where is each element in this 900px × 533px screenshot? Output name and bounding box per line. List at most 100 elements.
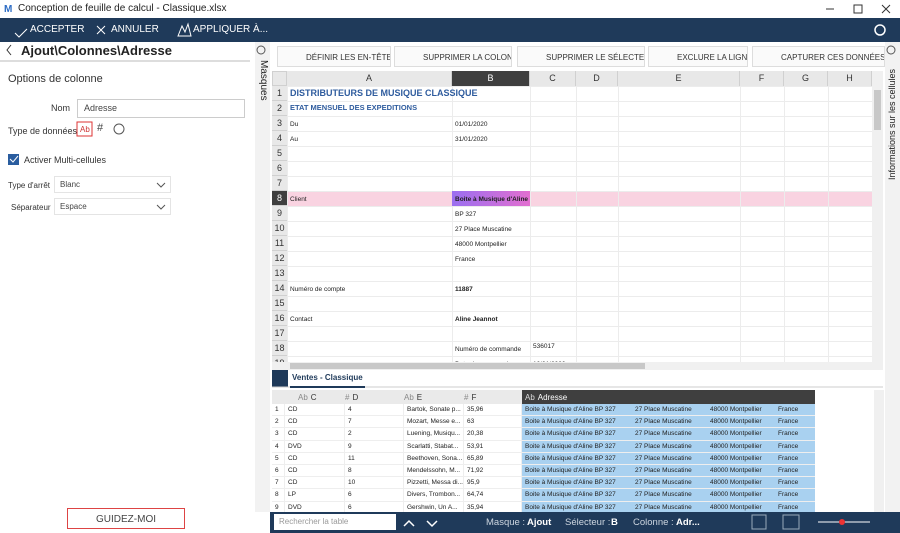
table-header[interactable]: # D [345,390,404,404]
grid-vthumb[interactable] [874,90,881,130]
sheet-tool-button[interactable]: SUPPRIMER LA COLONNE [394,46,512,67]
info-tab[interactable]: Informations sur les cellules [887,68,897,180]
cell-border [784,221,829,237]
nav-arrows[interactable] [403,519,438,528]
cell-border [287,116,453,132]
row-header[interactable]: 15 [272,296,287,311]
row-header[interactable]: 14 [272,281,287,296]
column-header[interactable]: C [530,71,576,86]
table-cell: 27 Place Muscatine [632,416,707,429]
row-header[interactable]: 8 [272,191,287,206]
column-header[interactable]: H [828,71,872,86]
excel-icon[interactable] [751,514,767,530]
sheet-tool-button[interactable]: CAPTURER CES DONNÉES SOUS [752,46,885,67]
cell-border [618,236,741,252]
column-header[interactable]: D [576,71,618,86]
table-cell: 48000 Montpellier [707,416,775,429]
guide-button[interactable]: GUIDEZ-MOI [67,508,185,529]
settings-icon[interactable] [874,24,886,36]
name-label: Nom [51,103,71,113]
row-header[interactable]: 17 [272,326,287,341]
toolbar-button[interactable]: ANNULER [111,24,159,35]
toolbar-button[interactable]: APPLIQUER À... [193,24,269,35]
cell-border [576,341,619,357]
table-cell: 53,91 [464,440,522,453]
row-header[interactable]: 12 [272,251,287,266]
back-arrow[interactable] [6,44,12,56]
row-header[interactable]: 5 [272,146,287,161]
table-cell: France [775,416,815,429]
cell-border [530,221,577,237]
type-text[interactable]: Ab [80,125,90,134]
row-header[interactable]: 16 [272,311,287,326]
table-header[interactable]: # F [464,390,522,404]
table-vscroll[interactable] [874,390,884,512]
close[interactable] [881,4,891,14]
sheet-tool-button[interactable]: EXCLURE LA LIGNE [648,46,748,67]
checkbox[interactable] [8,154,19,165]
row-header[interactable]: 2 [272,101,287,116]
cell-border [784,131,829,147]
table-cell: 4 [345,404,404,417]
row-header[interactable]: 11 [272,236,287,251]
table-cell: 27 Place Muscatine [632,440,707,453]
column-header[interactable]: A [287,71,452,86]
zoom-thumb[interactable] [839,519,845,525]
fit-icon[interactable] [782,514,800,530]
grid-hthumb[interactable] [290,363,645,369]
table-cell: 1 [272,404,285,417]
row-header[interactable]: 10 [272,221,287,236]
grid-vscroll[interactable] [872,71,883,362]
stop-select[interactable]: Blanc [54,176,171,193]
row-header[interactable]: 19 [272,356,287,362]
table-header[interactable]: Ab C [285,390,345,404]
cell-border [828,251,872,267]
row-header[interactable]: 1 [272,86,287,101]
selected-cell[interactable] [452,191,530,206]
row-header[interactable]: 18 [272,341,287,356]
column-header[interactable]: G [784,71,828,86]
masks-toggle[interactable] [256,45,266,55]
type-date-icon[interactable] [113,123,125,135]
table-header[interactable]: Ab E [404,390,464,404]
row-header[interactable]: 7 [272,176,287,191]
toolbar-button[interactable]: ACCEPTER [30,24,85,35]
row-header[interactable]: 13 [272,266,287,281]
masks-tab[interactable]: Masques [258,60,269,101]
cell-border [740,356,785,362]
sheet-tool-button[interactable]: SUPPRIMER LE SÉLECTEUR [517,46,645,67]
status-selector-label: Sélecteur : [565,517,611,528]
cell-border [784,266,829,282]
table-cell: 6 [345,501,404,512]
row-header[interactable]: 9 [272,206,287,221]
sheet-tool-button[interactable]: DÉFINIR LES EN-TÊTES [277,46,391,67]
cell-text: 48000 Montpellier [455,241,507,248]
cell-border [287,161,453,177]
type-box[interactable] [76,121,93,137]
cell-border [576,296,619,312]
cell-border [576,131,619,147]
info-toggle[interactable] [886,45,896,55]
row-header[interactable]: 6 [272,161,287,176]
masks-strip[interactable] [255,42,270,512]
status-column-value: Adr... [676,517,700,528]
maximize[interactable] [853,4,863,14]
accept-icon [14,28,28,38]
table-cell: Boite à Musique d'Aline BP 327 [522,477,632,490]
table-header[interactable]: Ab Adresse [522,390,815,404]
type-number[interactable]: # [97,122,104,134]
row-header[interactable]: 3 [272,116,287,131]
separator-select[interactable]: Espace [54,198,171,215]
column-header[interactable]: B [452,71,530,86]
table-cell: France [775,489,815,502]
column-header[interactable]: E [618,71,740,86]
sheet-tab[interactable]: Ventes - Classique [290,372,365,388]
cell-border [530,281,577,297]
row-header[interactable]: 4 [272,131,287,146]
column-header[interactable]: F [740,71,784,86]
info-strip[interactable] [885,42,900,512]
name-input[interactable]: Adresse [77,99,245,118]
header-name: F [471,393,477,402]
sheet-icon[interactable] [272,370,288,387]
search-box[interactable]: Rechercher la table [274,514,396,530]
